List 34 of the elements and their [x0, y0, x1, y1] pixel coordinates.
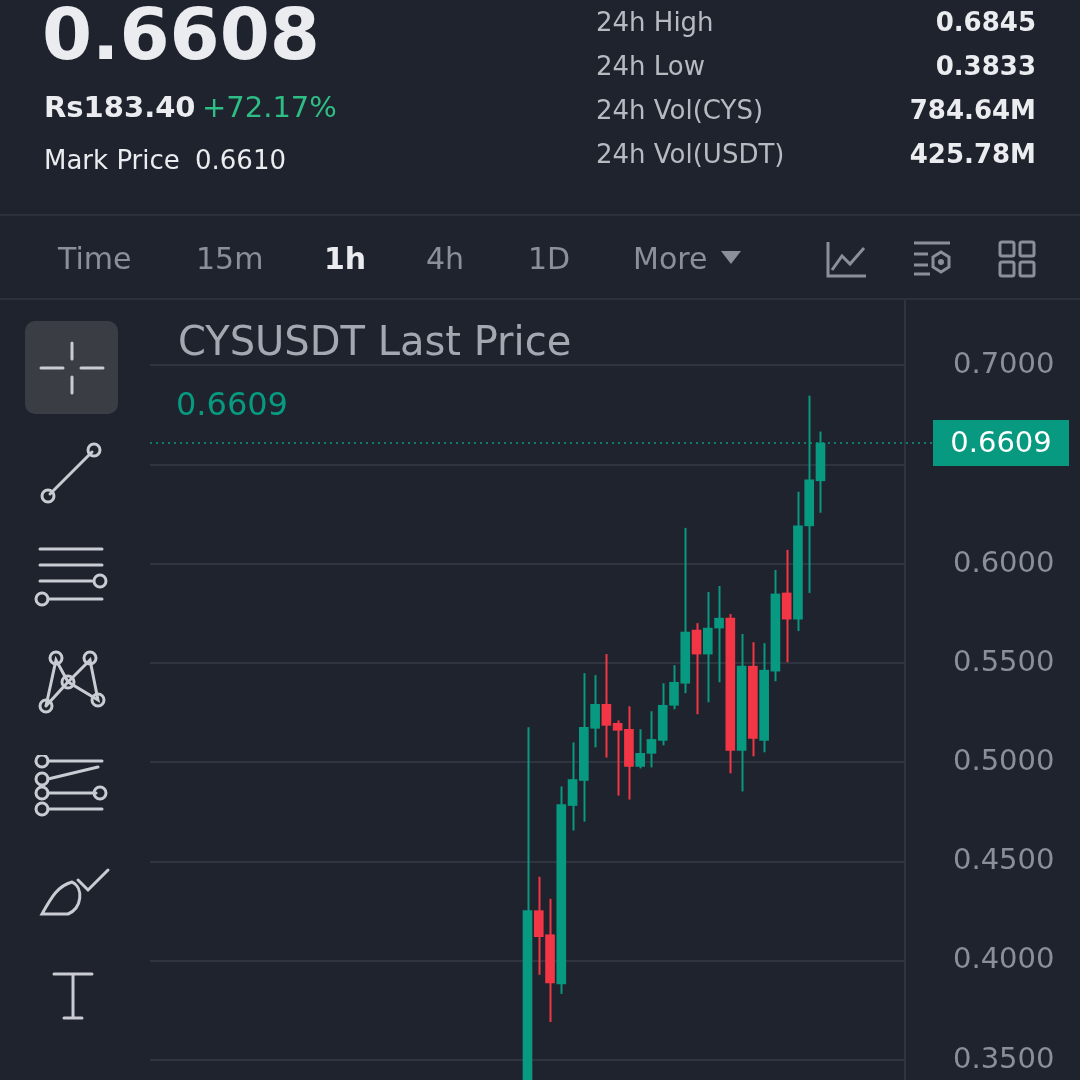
annotation: 0.6609 — [176, 385, 288, 423]
y-tick-label: 0.4000 — [953, 941, 1055, 976]
text: 784.64M — [909, 95, 1036, 125]
text: 0.6610 — [195, 145, 286, 175]
text: 1D — [528, 241, 571, 276]
y-tick-label: 0.5500 — [953, 643, 1055, 678]
text: 24h Low — [596, 51, 706, 81]
candlestick — [714, 585, 724, 684]
text: CYSUSDT Last Price — [178, 318, 572, 364]
text: 1h — [324, 241, 367, 276]
candlestick — [612, 719, 623, 797]
text: More — [633, 241, 708, 276]
text: Rs183.40 — [44, 90, 196, 124]
y-tick-label: 0.6000 — [953, 544, 1055, 579]
text: Mark Price — [44, 145, 180, 175]
text: 24h Vol(CYS) — [596, 95, 764, 125]
y-tick-label: 0.5000 — [953, 742, 1055, 777]
candlestick — [646, 710, 657, 769]
text: 4h — [426, 241, 465, 276]
text: 15m — [196, 241, 264, 276]
text: 0.3833 — [935, 51, 1036, 81]
candlestick — [635, 728, 646, 770]
y-tick-label: 0.7000 — [953, 346, 1055, 381]
text: 0.6608 — [42, 0, 320, 76]
candlestick — [601, 653, 612, 759]
text: 24h High — [596, 7, 714, 37]
text: 24h Vol(USDT) — [596, 139, 785, 169]
y-tick-label: 0.4500 — [953, 842, 1055, 877]
text: 0.6845 — [935, 7, 1036, 37]
y-tick-label: 0.3500 — [953, 1040, 1055, 1075]
ref-line-label: 0.6609 — [950, 424, 1052, 459]
text: +72.17% — [202, 90, 337, 124]
text: 425.78M — [909, 139, 1036, 169]
text: Time — [58, 241, 132, 276]
